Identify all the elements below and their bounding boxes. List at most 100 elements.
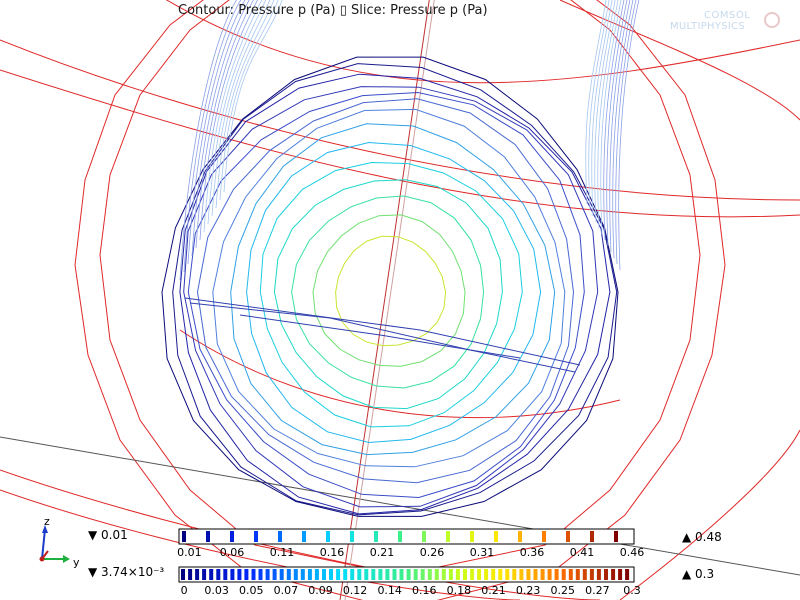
slice-colorbar-swatch xyxy=(378,569,383,580)
slice-tick-label: 0.03 xyxy=(204,584,229,597)
slice-colorbar-swatch xyxy=(484,569,489,580)
slice-colorbar-swatch xyxy=(491,569,496,580)
slice-tick-label: 0.18 xyxy=(446,584,472,597)
contour-colorbar-swatch xyxy=(182,531,186,542)
slice-tick-label: 0.14 xyxy=(377,584,402,597)
contour-tick-label: 0.06 xyxy=(219,546,245,559)
slice-colorbar-swatch xyxy=(561,569,566,580)
slice-colorbar-swatch xyxy=(455,569,460,580)
slice-colorbar-swatch xyxy=(300,569,305,580)
contour-colorbar-swatch xyxy=(350,531,354,542)
contour-streak-1 xyxy=(179,0,640,281)
slice-tick-label: 0 xyxy=(180,584,188,597)
logo-text-top: COMSOL xyxy=(704,10,751,21)
slice-colorbar-swatch xyxy=(385,569,390,580)
contour-level-7 xyxy=(212,108,566,468)
slice-colorbar-swatch xyxy=(181,569,185,580)
contour-colorbar xyxy=(178,528,635,545)
slice-colorbar-swatch xyxy=(322,569,326,580)
slice-colorbar-swatch xyxy=(477,569,482,580)
slice-colorbar-swatch xyxy=(589,569,594,580)
slice-colorbar-swatch xyxy=(371,569,376,580)
contour-tick-label: 0.16 xyxy=(319,546,345,559)
contour-colorbar-swatch xyxy=(206,531,210,542)
contour-level-3 xyxy=(179,73,611,515)
triad-arrows xyxy=(39,525,70,563)
slice-colorbar-swatch xyxy=(202,569,207,580)
contour-tick-label: 0.41 xyxy=(569,546,595,559)
slice-colorbar-swatch xyxy=(434,569,439,580)
slice-colorbar-swatch xyxy=(547,569,552,580)
slice-colorbar-swatch xyxy=(209,569,214,580)
slice-colorbar-swatch xyxy=(526,569,531,580)
contour-max-label: ▲ 0.48 xyxy=(682,530,722,544)
slice-colorbar-swatch xyxy=(441,569,446,580)
contour-level-13 xyxy=(312,214,466,367)
contour-colorbar-swatch xyxy=(590,531,594,542)
slice-colorbar-swatch xyxy=(343,569,348,580)
slice-tick-label: 0.16 xyxy=(412,584,437,597)
contour-level-14 xyxy=(335,235,447,347)
contour-tick-label: 0.36 xyxy=(519,546,545,559)
slice-colorbar-swatch xyxy=(195,569,200,580)
slice-colorbar-swatch xyxy=(568,569,573,580)
contour-colorbar-swatch xyxy=(566,531,570,542)
contour-level-6 xyxy=(196,98,575,484)
contour-streak-7 xyxy=(203,0,622,235)
slice-colorbar-swatch xyxy=(350,569,355,580)
slice-colorbar-swatch xyxy=(505,569,510,580)
logo-text-bottom: MULTIPHYSICS xyxy=(670,21,746,32)
slice-colorbar-swatch xyxy=(512,569,517,580)
contour-level-10 xyxy=(259,161,523,428)
slice-colorbar-swatch xyxy=(286,569,291,580)
contour-streak-6 xyxy=(199,0,625,241)
plot-title: Contour: Pressure p (Pa) ▯ Slice: Pressu… xyxy=(178,3,488,18)
contour-legend: ▼ 0.01 ▲ 0.48 xyxy=(0,528,800,550)
slice-min-label: ▼ 3.74×10⁻³ xyxy=(88,565,165,579)
contour-colorbar-swatch xyxy=(518,531,522,542)
slice-colorbar-swatch xyxy=(244,569,249,580)
slice-tick-label: 0.05 xyxy=(238,584,264,597)
contour-colorbar-swatch xyxy=(302,531,306,542)
contour-colorbar-swatch xyxy=(374,531,378,542)
contour-streak-9 xyxy=(211,0,616,223)
slice-legend: ▼ 3.74×10⁻³ ▲ 0.3 xyxy=(0,565,800,587)
slice-colorbar-swatch xyxy=(625,569,630,580)
contour-level-8 xyxy=(230,123,556,456)
contour-colorbar-swatch xyxy=(278,531,282,542)
slice-colorbar-swatch xyxy=(216,569,221,580)
slice-colorbar-swatch xyxy=(258,569,263,580)
contour-streak-2 xyxy=(183,0,637,273)
slice-colorbar-swatch xyxy=(582,569,587,580)
slice-colorbar-swatch xyxy=(420,569,425,580)
slice-colorbar-swatch xyxy=(519,569,524,580)
slice-tick-label: 0.25 xyxy=(550,584,576,597)
slice-colorbar-swatch xyxy=(596,569,601,580)
slice-colorbar-swatch xyxy=(406,569,411,580)
contour-colorbar-swatch xyxy=(422,531,426,542)
slice-max-label: ▲ 0.3 xyxy=(682,567,715,581)
contour-streak-5 xyxy=(195,0,628,249)
axis-orientation-triad[interactable]: z y xyxy=(30,515,90,575)
contour-streak-11 xyxy=(219,0,610,211)
contour-colorbar-swatch xyxy=(470,531,474,542)
contour-colorbar-swatch xyxy=(254,531,258,542)
slice-colorbar-swatch xyxy=(540,569,545,580)
slice-tick-label: 0.09 xyxy=(308,584,333,597)
slice-colorbar-swatch xyxy=(463,569,467,580)
contour-level-9 xyxy=(246,141,542,444)
contour-colorbar-swatch xyxy=(446,531,450,542)
slice-colorbar-swatch xyxy=(336,569,341,580)
slice-colorbar-swatch xyxy=(604,569,608,580)
slice-colorbar-swatch xyxy=(272,569,277,580)
contour-streak-10 xyxy=(215,0,613,217)
contour-tick-label: 0.01 xyxy=(177,546,202,559)
slice-colorbar-swatch xyxy=(307,569,312,580)
slice-tick-label: 0.21 xyxy=(481,584,506,597)
slice-colorbar-swatch xyxy=(364,569,369,580)
pressure-contours xyxy=(161,0,640,517)
slice-colorbar-swatch xyxy=(279,569,284,580)
slice-colorbar-swatch xyxy=(554,569,559,580)
